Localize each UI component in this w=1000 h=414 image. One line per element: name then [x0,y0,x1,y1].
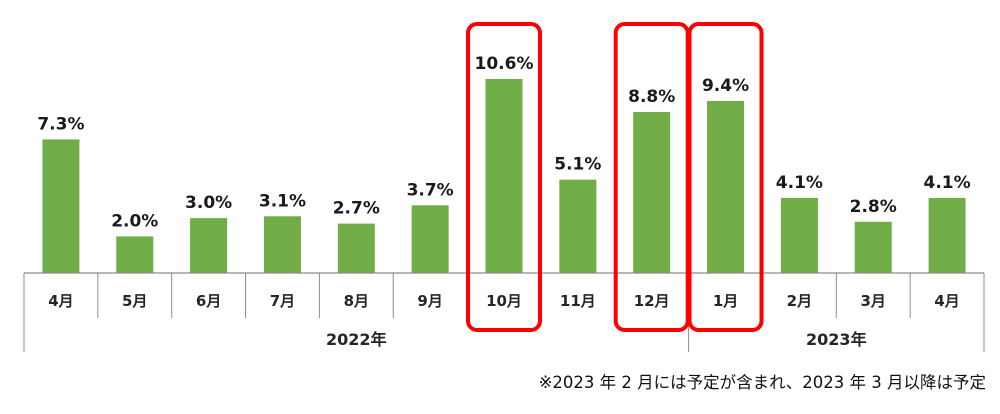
tick-label: 11月 [560,292,596,310]
data-label: 10.6% [475,54,534,74]
bar [633,112,670,273]
data-label: 3.7% [407,180,454,200]
tick-label: 4月 [934,292,959,310]
year-label: 2023年 [806,330,867,349]
bar [707,101,744,273]
bars-layer [42,79,965,273]
year-labels-layer: 2022年 2023年 [326,330,867,349]
tick-label: 5月 [122,292,147,310]
data-label: 2.7% [333,199,380,219]
bar [559,180,596,273]
data-label: 8.8% [628,87,675,107]
tick-label: 4月 [48,292,73,310]
data-label: 3.1% [259,191,306,211]
data-label: 7.3% [37,114,84,134]
bar [42,139,79,273]
data-label: 5.1% [554,155,601,175]
tick-label: 7月 [270,292,295,310]
data-label: 4.1% [923,173,970,193]
bar [781,198,818,273]
tick-label: 8月 [344,292,369,310]
bar [264,216,301,273]
footnote: ※2023 年 2 月には予定が含まれ、2023 年 3 月以降は予定 [539,369,986,393]
tick-label: 6月 [196,292,221,310]
tick-label: 3月 [861,292,886,310]
bar [338,224,375,273]
bar [486,79,523,273]
data-label: 3.0% [185,193,232,213]
bar [412,205,449,273]
bar [929,198,966,273]
year-label: 2022年 [326,330,387,349]
tick-label: 1月 [713,292,738,310]
bar [855,222,892,273]
data-label: 2.0% [111,211,158,231]
category-labels-layer: 4月 5月 6月 7月 8月 9月 10月 11月 12月 1月 2月 3月 4月 [48,292,960,310]
tick-label: 2月 [787,292,812,310]
tick-label: 10月 [486,292,522,310]
data-label: 4.1% [776,173,823,193]
data-label: 2.8% [850,197,897,217]
tick-label: 9月 [417,292,442,310]
tick-label: 12月 [634,292,670,310]
bar [190,218,227,273]
bar [116,236,153,273]
data-label: 9.4% [702,76,749,96]
